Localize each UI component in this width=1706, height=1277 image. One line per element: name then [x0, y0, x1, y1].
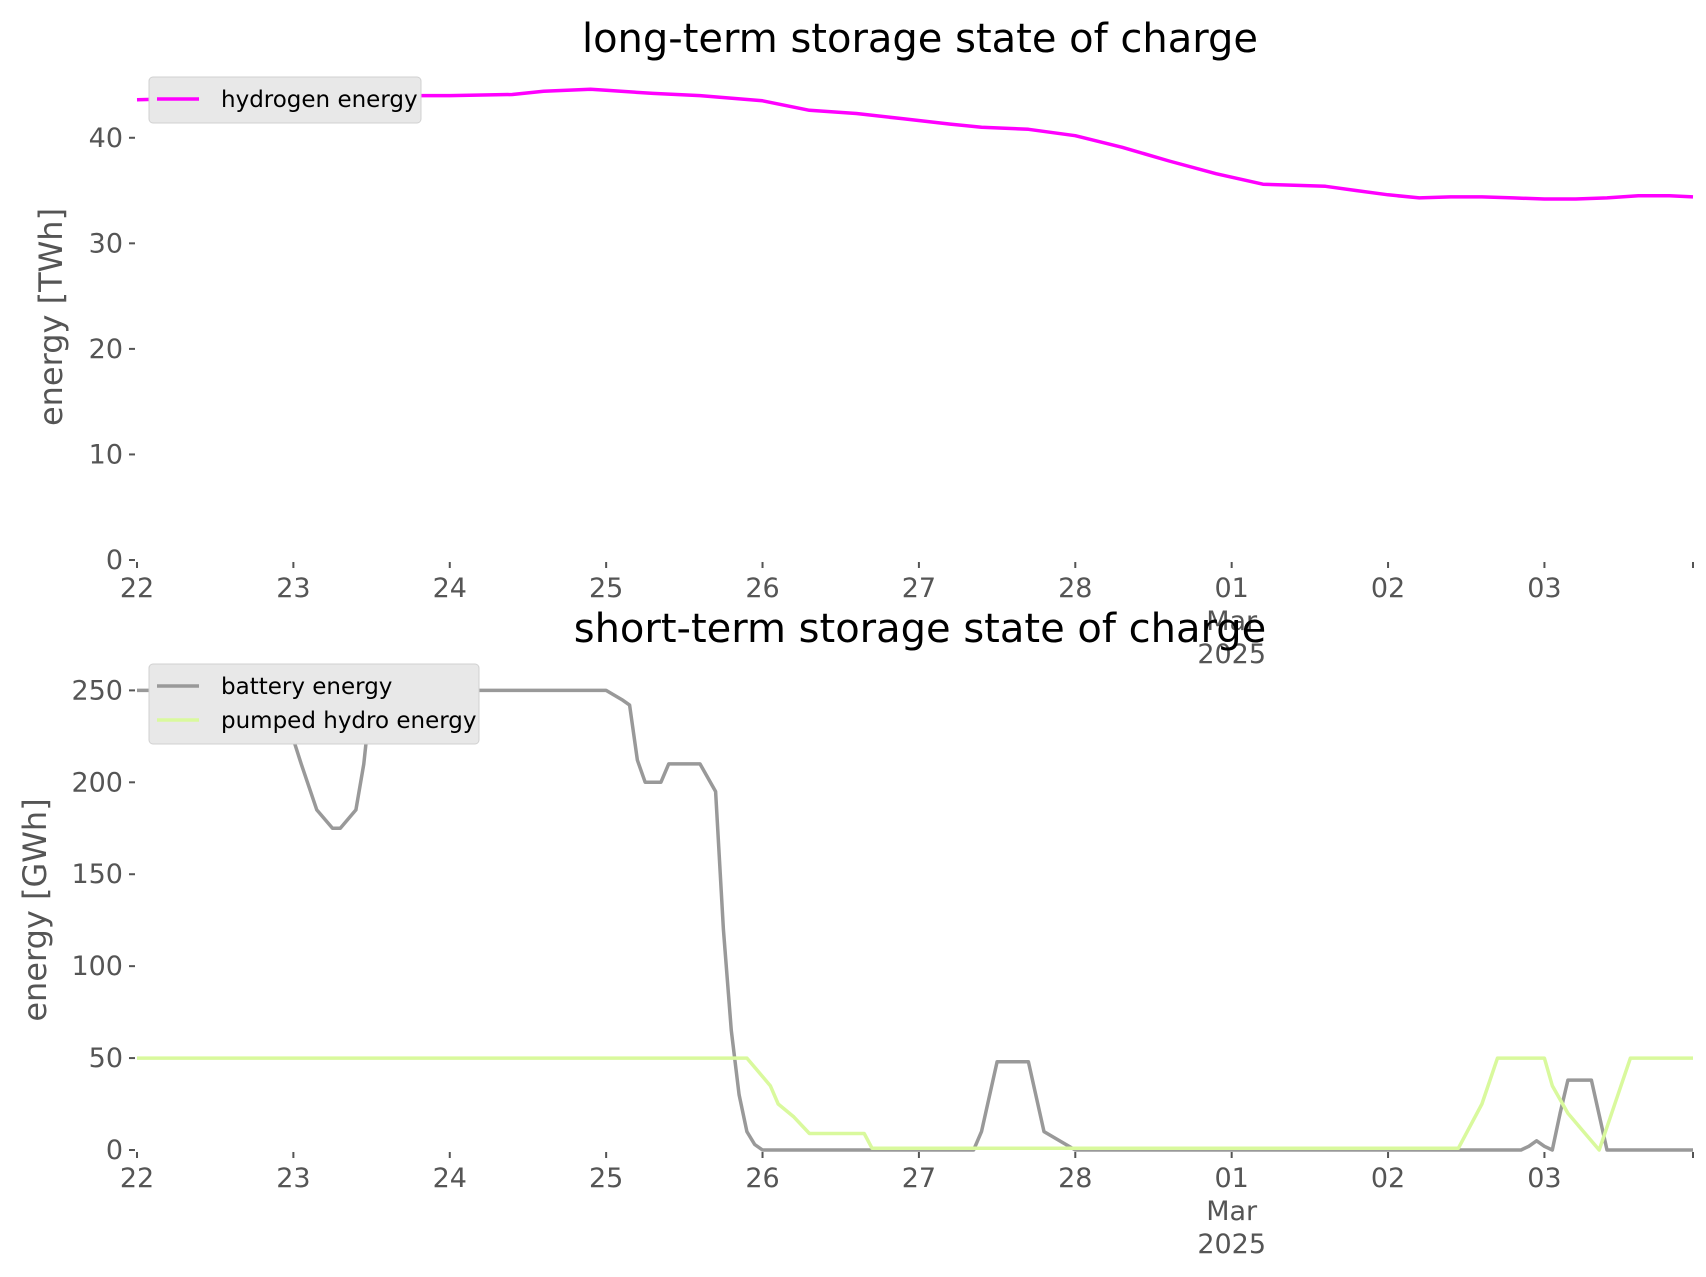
- y-tick-label: 50: [89, 1043, 123, 1074]
- x-tick-label: 26: [745, 1163, 779, 1194]
- x-tick-label: 26: [745, 573, 779, 604]
- y-axis-label: energy [TWh]: [32, 208, 70, 426]
- x-tick-label: 24: [433, 573, 467, 604]
- y-tick-label: 0: [106, 545, 123, 576]
- y-tick-label: 150: [71, 859, 123, 890]
- y-ticks: 0 10 20 30 40: [89, 123, 135, 576]
- y-tick-label: 30: [89, 228, 123, 259]
- x-tick-sublabel: 2025: [1197, 639, 1266, 670]
- x-tick-label: 24: [433, 1163, 467, 1194]
- x-tick-label: 25: [589, 1163, 623, 1194]
- x-tick-label: 22: [120, 1163, 154, 1194]
- legend: battery energy pumped hydro energy: [148, 663, 480, 745]
- x-tick-label: 27: [902, 1163, 936, 1194]
- y-tick-label: 10: [89, 439, 123, 470]
- x-tick-label: 02: [1371, 1163, 1405, 1194]
- legend-box: [148, 76, 422, 124]
- x-tick-label: 03: [1527, 573, 1561, 604]
- y-tick-label: 100: [71, 951, 123, 982]
- series-line-battery-energy: [137, 688, 1693, 1152]
- long-term-chart: long-term storage state of charge energy…: [32, 16, 1694, 670]
- x-tick-sublabel: Mar: [1206, 606, 1258, 637]
- chart-title: long-term storage state of charge: [582, 16, 1258, 62]
- x-tick-label: 22: [120, 573, 154, 604]
- x-tick-sublabel: 2025: [1197, 1229, 1266, 1260]
- legend-label: pumped hydro energy: [221, 708, 477, 734]
- x-tick-label: 25: [589, 573, 623, 604]
- legend: hydrogen energy: [148, 76, 422, 124]
- y-tick-label: 200: [71, 767, 123, 798]
- short-term-chart: short-term storage state of charge energ…: [16, 606, 1694, 1260]
- y-axis-label: energy [GWh]: [16, 798, 54, 1021]
- y-ticks: 0 50 100 150 200 250: [71, 675, 135, 1166]
- series-line-pumped-hydro-energy: [137, 1056, 1693, 1152]
- x-tick-label: 28: [1058, 573, 1092, 604]
- y-tick-label: 250: [71, 675, 123, 706]
- x-tick-label: 03: [1527, 1163, 1561, 1194]
- series-layer: [137, 688, 1693, 1152]
- series-line-hydrogen-energy: [136, 87, 1694, 201]
- x-tick-label: 01: [1214, 573, 1248, 604]
- x-tick-label: 27: [902, 573, 936, 604]
- x-tick-label: 23: [276, 1163, 310, 1194]
- chart-title: short-term storage state of charge: [574, 606, 1267, 652]
- legend-label: hydrogen energy: [221, 87, 418, 113]
- x-tick-label: 28: [1058, 1163, 1092, 1194]
- y-tick-label: 20: [89, 334, 123, 365]
- legend-box: [148, 663, 480, 745]
- y-tick-label: 0: [106, 1135, 123, 1166]
- x-tick-label: 02: [1371, 573, 1405, 604]
- x-tick-label: 01: [1214, 1163, 1248, 1194]
- legend-label: battery energy: [221, 674, 392, 700]
- x-tick-label: 23: [276, 573, 310, 604]
- series-layer: [136, 87, 1694, 201]
- x-tick-sublabel: Mar: [1206, 1196, 1258, 1227]
- y-tick-label: 40: [89, 123, 123, 154]
